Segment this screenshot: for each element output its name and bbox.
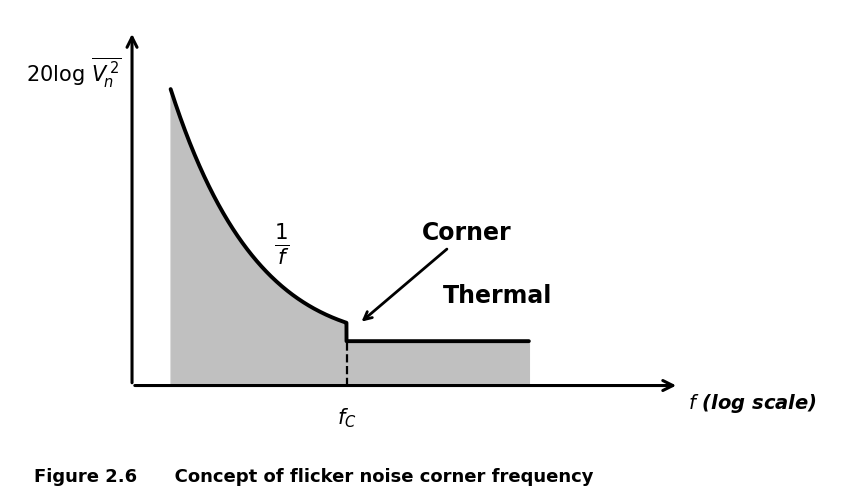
Text: $\frac{1}{f}$: $\frac{1}{f}$	[274, 221, 290, 268]
Text: Figure 2.6      Concept of flicker noise corner frequency: Figure 2.6 Concept of flicker noise corn…	[34, 468, 593, 486]
Text: $20\log\,\overline{V_{\!n}^{\,2}}$: $20\log\,\overline{V_{\!n}^{\,2}}$	[26, 56, 122, 91]
Text: Thermal: Thermal	[443, 284, 553, 308]
Text: $f_C$: $f_C$	[337, 407, 356, 430]
Text: Corner: Corner	[364, 220, 511, 320]
Text: $f$ (log scale): $f$ (log scale)	[688, 392, 816, 415]
